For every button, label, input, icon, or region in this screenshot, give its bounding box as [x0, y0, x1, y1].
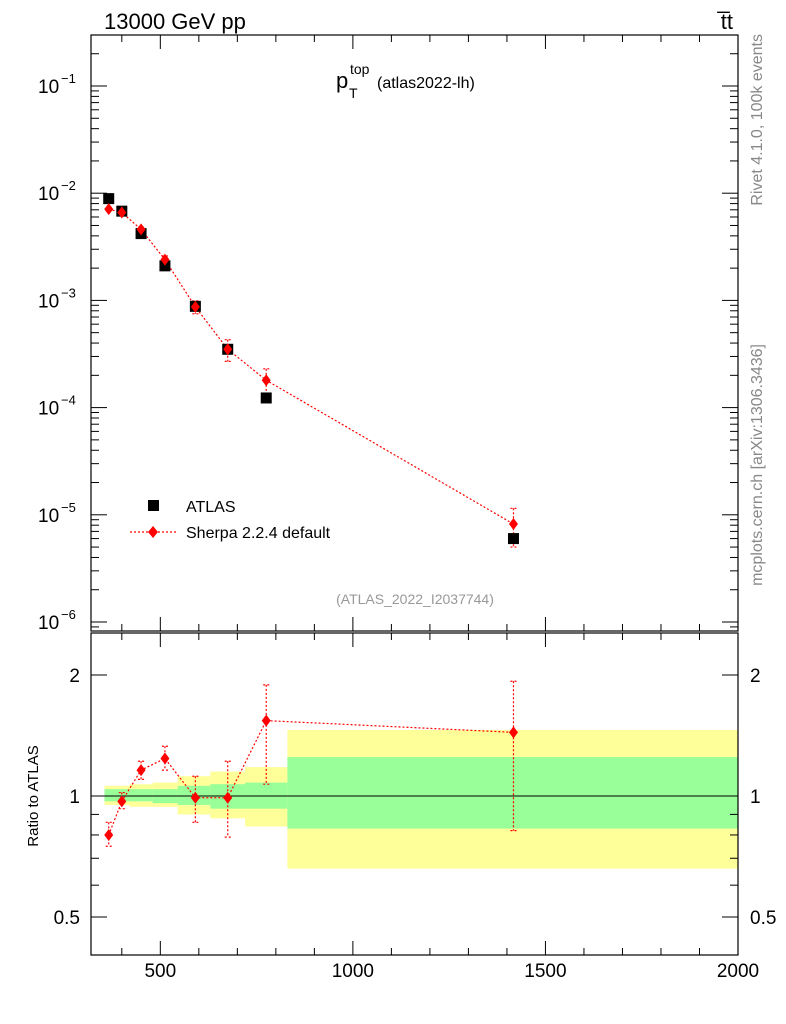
main-y-tick-exponent: −6	[61, 607, 76, 622]
main-panel: 10−610−510−410−310−210−1 p top T (atlas2…	[38, 34, 739, 634]
ratio-band-inner	[114, 789, 130, 802]
title-suffix: (atlas2022-lh)	[377, 75, 475, 92]
side-mcplots-label: mcplots.cern.ch [arXiv:1306.3436]	[749, 344, 766, 586]
ratio-plot-area	[104, 680, 518, 847]
analysis-watermark: (ATLAS_2022_I2037744)	[336, 591, 494, 607]
x-tick-label: 1000	[332, 961, 374, 982]
legend-sherpa-marker	[148, 526, 158, 538]
ratio-uncertainty-bands	[104, 729, 738, 869]
header-process: t̅t	[717, 9, 733, 34]
main-data-point	[507, 533, 519, 545]
ratio-axis-ticks	[91, 633, 739, 955]
ratio-y-axis-label: Ratio to ATLAS	[25, 745, 42, 846]
main-mc-point	[223, 343, 233, 356]
ratio-mc-point	[160, 752, 170, 765]
main-mc-line	[108, 208, 514, 525]
main-mc-point	[508, 518, 518, 531]
ratio-y-tick-label-right: 1	[750, 787, 761, 808]
ratio-frame	[90, 632, 739, 956]
main-y-tick-label: 10	[38, 291, 59, 312]
legend: ATLAS Sherpa 2.2.4 default	[130, 499, 331, 542]
ratio-panel: 0.5 0.5 1 1 2 2 500 1000 1500 2000 Ratio to ATLA…	[25, 632, 777, 982]
main-y-tick-label: 10	[38, 506, 59, 527]
title-superscript: top	[350, 61, 370, 77]
x-tick-label: 2000	[717, 961, 759, 982]
title-subscript: T	[349, 85, 358, 101]
main-y-tick-label: 10	[38, 613, 59, 634]
main-y-tick-label: 10	[38, 184, 59, 205]
plot-title: p	[336, 68, 348, 93]
main-data-point	[159, 260, 171, 272]
ratio-mc-point	[104, 828, 114, 841]
title-p: p	[336, 68, 348, 93]
main-mc-point	[136, 223, 146, 236]
ratio-y-tick-label-right: 2	[750, 666, 761, 687]
ratio-band-inner	[287, 757, 738, 829]
legend-sherpa-label: Sherpa 2.2.4 default	[186, 525, 331, 542]
main-plot-area	[103, 193, 519, 548]
legend-atlas-marker	[148, 500, 159, 511]
main-axis-ticks	[91, 35, 739, 631]
x-tick-labels: 500 1000 1500 2000	[144, 961, 759, 982]
x-tick-label: 500	[144, 961, 176, 982]
main-y-tick-labels: 10−610−510−410−310−210−1	[38, 71, 76, 634]
main-y-tick-exponent: −1	[61, 71, 76, 86]
ratio-mc-point	[190, 791, 200, 804]
main-mc-point	[160, 253, 170, 266]
side-rivet-label: Rivet 4.1.0, 100k events	[749, 34, 766, 206]
ratio-y-tick-label: 2	[69, 666, 80, 687]
header-energy: 13000 GeV pp	[104, 9, 246, 34]
main-data-point	[103, 193, 115, 205]
ratio-mc-line	[108, 720, 514, 836]
ratio-mc-point	[117, 795, 127, 808]
x-tick-label: 1500	[524, 961, 566, 982]
main-mc-point	[117, 206, 127, 219]
ratio-y-tick-labels: 0.5 0.5 1 1 2 2	[54, 666, 777, 929]
main-y-tick-exponent: −3	[61, 285, 76, 300]
ratio-band-inner	[129, 789, 153, 802]
ratio-mc-point	[508, 726, 518, 739]
main-mc-point	[104, 203, 114, 216]
ratio-y-tick-label: 1	[69, 787, 80, 808]
main-y-tick-label: 10	[38, 399, 59, 420]
ratio-mc-point	[136, 764, 146, 777]
ratio-band-inner	[104, 789, 115, 802]
ratio-mc-point	[223, 791, 233, 804]
main-mc-point	[190, 300, 200, 313]
main-mc-point	[261, 374, 271, 387]
ratio-mc-point	[261, 714, 271, 727]
main-data-point	[260, 392, 272, 404]
legend-atlas-label: ATLAS	[186, 499, 236, 516]
ratio-y-tick-label: 0.5	[54, 908, 80, 929]
main-y-tick-exponent: −4	[61, 393, 76, 408]
main-y-tick-exponent: −5	[61, 500, 76, 515]
main-y-tick-label: 10	[38, 77, 59, 98]
ratio-y-tick-label-right: 0.5	[750, 908, 776, 929]
main-y-tick-exponent: −2	[61, 178, 76, 193]
